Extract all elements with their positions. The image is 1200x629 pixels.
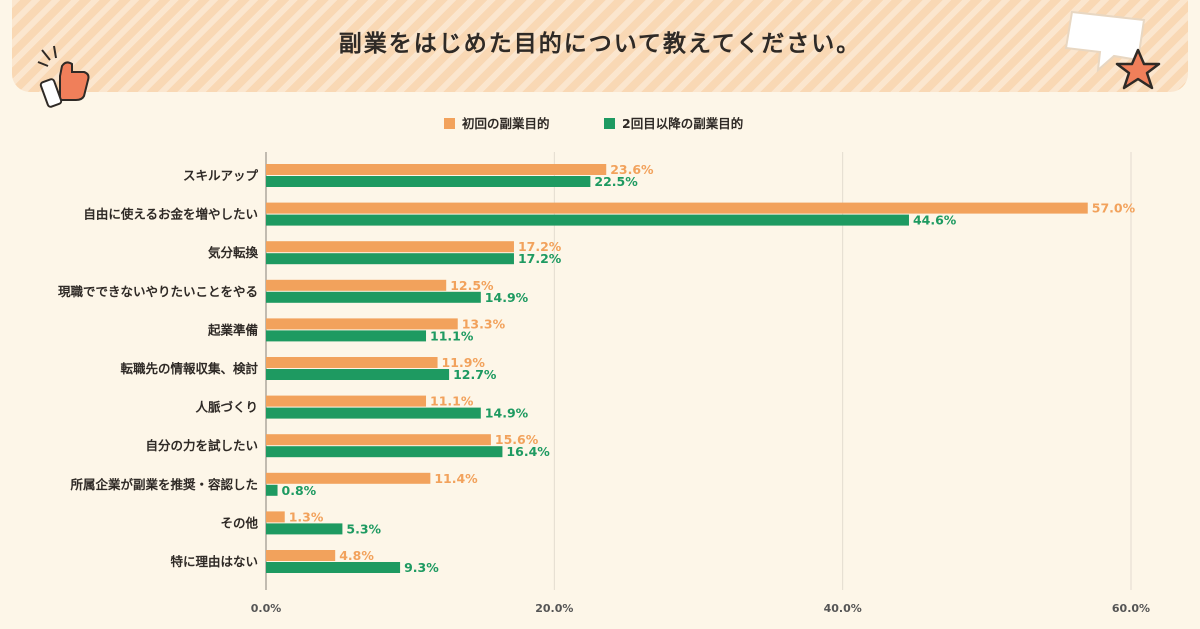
bar [266, 318, 458, 330]
data-label: 44.6% [913, 213, 957, 228]
header-band [12, 0, 1188, 92]
bar [266, 241, 514, 253]
bar [266, 562, 401, 573]
bar [266, 395, 427, 407]
bar [266, 330, 427, 342]
data-label: 15.6% [495, 432, 539, 447]
data-label: 9.3% [404, 560, 439, 575]
data-label: 11.4% [434, 471, 478, 486]
bar [266, 550, 336, 561]
bar [266, 357, 438, 368]
category-label: その他 [220, 515, 258, 530]
data-label: 4.8% [339, 548, 374, 563]
category-label: 人脈づくり [195, 400, 258, 415]
speech-bubble-star-icon [1064, 10, 1161, 90]
data-label: 1.3% [289, 509, 324, 524]
bar [266, 279, 447, 291]
legend-label: 2回目以降の副業目的 [622, 116, 743, 131]
category-label: 転職先の情報収集、検討 [120, 361, 258, 376]
data-label: 57.0% [1092, 201, 1136, 216]
bar [266, 446, 503, 458]
data-label: 22.5% [594, 174, 638, 189]
data-label: 11.1% [430, 328, 474, 343]
x-tick-label: 0.0% [251, 602, 282, 615]
chart-title: 副業をはじめた目的について教えてください。 [338, 31, 862, 57]
data-label: 14.9% [485, 406, 529, 421]
data-label: 12.7% [453, 367, 497, 382]
category-label: 特に理由はない [170, 554, 258, 569]
data-label: 0.8% [282, 483, 317, 498]
bar [266, 176, 591, 187]
legend-label: 初回の副業目的 [462, 116, 550, 131]
bar [266, 253, 514, 265]
category-label: 現職でできないやりたいことをやる [58, 284, 258, 299]
bar [266, 164, 607, 175]
bar [266, 369, 450, 380]
bar [266, 407, 481, 419]
bar [266, 214, 909, 226]
data-label: 5.3% [346, 521, 381, 536]
bar [266, 523, 343, 535]
bar [266, 511, 285, 523]
data-label: 13.3% [462, 316, 506, 331]
category-label: スキルアップ [183, 168, 259, 183]
bar [266, 484, 278, 496]
data-label: 23.6% [610, 162, 654, 177]
category-label: 気分転換 [208, 245, 259, 260]
labels: 0.0% 20.0% 40.0% 60.0% スキルアップ 23.6%22.5% 自由に使え… [58, 162, 1150, 615]
bars [266, 164, 1088, 573]
category-label: 自由に使えるお金を増やしたい [83, 207, 258, 222]
data-label: 12.5% [450, 278, 494, 293]
legend: 初回の副業目的 2回目以降の副業目的 [444, 116, 743, 131]
bar [266, 472, 431, 484]
x-tick-label: 60.0% [1112, 602, 1150, 615]
bar [266, 291, 481, 303]
data-label: 17.2% [518, 251, 562, 266]
data-label: 11.1% [430, 394, 474, 409]
category-label: 起業準備 [207, 322, 259, 337]
data-label: 17.2% [518, 239, 562, 254]
x-tick-label: 20.0% [535, 602, 573, 615]
thumbs-up-icon [37, 45, 90, 108]
data-label: 14.9% [485, 290, 529, 305]
category-label: 所属企業が副業を推奨・容認した [70, 477, 258, 492]
legend-swatch [604, 118, 615, 129]
x-tick-label: 40.0% [824, 602, 862, 615]
data-label: 11.9% [442, 355, 486, 370]
bar [266, 434, 491, 446]
category-label: 自分の力を試したい [145, 438, 258, 453]
legend-swatch [444, 118, 455, 129]
data-label: 16.4% [506, 444, 550, 459]
bar [266, 202, 1088, 214]
